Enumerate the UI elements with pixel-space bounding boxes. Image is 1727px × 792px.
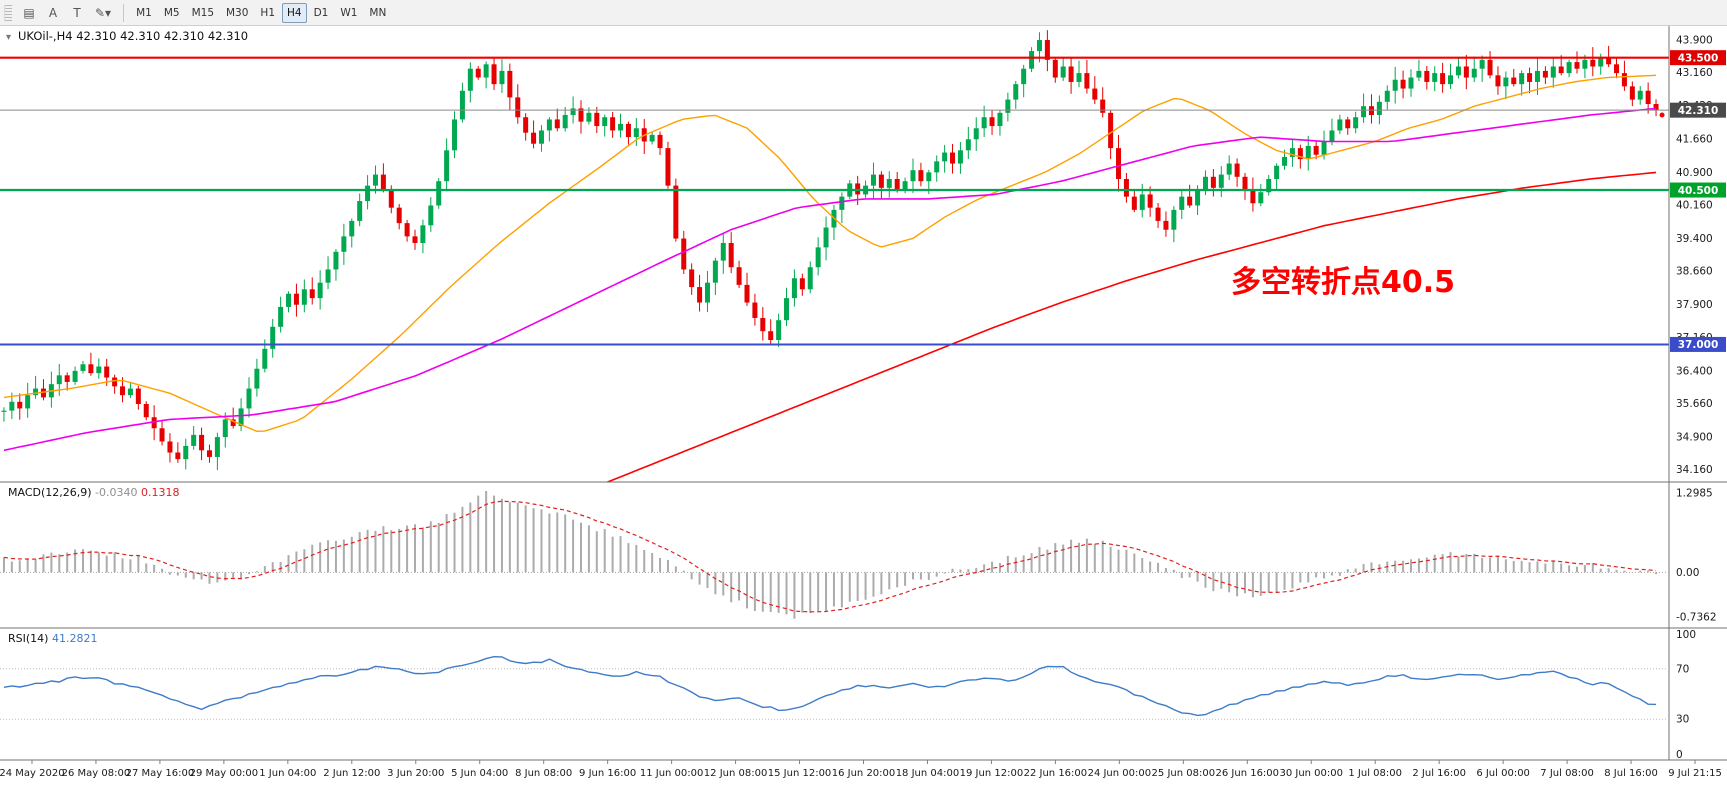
chart-list-icon[interactable]: ▤ [18, 3, 40, 23]
trade-marker-dot [1659, 112, 1665, 118]
macd-axis-label: -0.7362 [1676, 612, 1717, 624]
macd-axis-label: 1.2985 [1676, 488, 1713, 500]
price-badge-text: 37.000 [1678, 339, 1719, 351]
toolbar-separator [123, 3, 125, 22]
time-axis-label: 3 Jun 20:00 [387, 768, 444, 779]
rsi-line [3, 655, 1657, 717]
rsi-axis-label: 0 [1676, 749, 1683, 761]
price-badge-42.310 [1670, 102, 1726, 118]
price-badge-40.500 [1670, 182, 1726, 198]
timeframe-button-m30[interactable]: M30 [221, 3, 253, 23]
time-axis-label: 26 Jun 16:00 [1216, 768, 1280, 779]
symbol-dropdown-marker[interactable]: ▾ [6, 32, 11, 43]
time-axis-label: 12 Jun 08:00 [704, 768, 768, 779]
price-chart-canvas[interactable]: 43.90043.16042.42041.66040.90040.16039.4… [0, 26, 1727, 792]
time-axis-label: 9 Jul 21:15 [1668, 768, 1722, 779]
time-axis-label: 18 Jun 04:00 [896, 768, 960, 779]
time-axis-label: 7 Jul 08:00 [1540, 768, 1594, 779]
time-axis-label: 29 May 00:00 [190, 768, 259, 779]
price-badge-text: 43.500 [1678, 52, 1719, 64]
time-axis-label: 26 May 08:00 [62, 768, 131, 779]
toolbar: ▤ A T ✎▾ M1 M5 M15 M30 H1 H4 D1 W1 MN [0, 0, 1727, 26]
time-axis-label: 19 Jun 12:00 [960, 768, 1024, 779]
timeframe-button-m5[interactable]: M5 [159, 3, 185, 23]
price-badge-37.000 [1670, 336, 1726, 352]
timeframe-button-m15[interactable]: M15 [187, 3, 219, 23]
time-axis-label: 9 Jun 16:00 [579, 768, 636, 779]
time-axis-label: 24 Jun 00:00 [1088, 768, 1152, 779]
price-axis-label: 41.660 [1676, 133, 1713, 145]
timeframe-button-d1[interactable]: D1 [309, 3, 334, 23]
time-axis-label: 1 Jul 08:00 [1348, 768, 1402, 779]
time-axis-label: 16 Jun 20:00 [832, 768, 896, 779]
time-axis-label: 5 Jun 04:00 [451, 768, 508, 779]
chart-title: UKOil-,H4 42.310 42.310 42.310 42.310 [18, 29, 248, 43]
rsi-label: RSI(14) 41.2821 [8, 632, 97, 645]
timeframe-button-mn[interactable]: MN [364, 3, 391, 23]
macd-signal-line [3, 500, 1657, 613]
chart-annotation-text: 多空转折点40.5 [1231, 265, 1455, 300]
time-axis-label: 2 Jul 16:00 [1412, 768, 1466, 779]
price-axis-label: 34.900 [1676, 432, 1713, 444]
macd-label: MACD(12,26,9) -0.0340 0.1318 [8, 486, 180, 499]
timeframe-button-m1[interactable]: M1 [131, 3, 157, 23]
time-axis-label: 8 Jul 16:00 [1604, 768, 1658, 779]
rsi-axis-label: 30 [1676, 714, 1689, 726]
time-axis-label: 11 Jun 00:00 [640, 768, 704, 779]
toolbar-drag-handle[interactable] [4, 4, 12, 21]
text-tool-button[interactable]: T [66, 3, 88, 23]
price-axis-label: 40.160 [1676, 200, 1713, 212]
time-axis-label: 30 Jun 00:00 [1279, 768, 1343, 779]
rsi-axis-label: 70 [1676, 663, 1689, 675]
price-axis-label: 39.400 [1676, 233, 1713, 245]
time-axis-label: 27 May 16:00 [126, 768, 195, 779]
ma-medium-magenta [3, 107, 1657, 452]
price-axis-label: 35.660 [1676, 398, 1713, 410]
price-axis-label: 34.160 [1676, 464, 1713, 476]
time-axis-label: 1 Jun 04:00 [259, 768, 316, 779]
timeframe-button-h4[interactable]: H4 [282, 2, 307, 23]
time-axis-label: 22 Jun 16:00 [1024, 768, 1088, 779]
time-axis-label: 24 May 2020 [0, 768, 65, 779]
price-axis-label: 38.660 [1676, 266, 1713, 278]
macd-axis-label: 0.00 [1676, 567, 1699, 579]
price-axis-label: 43.900 [1676, 35, 1713, 47]
price-axis-label: 36.400 [1676, 365, 1713, 377]
timeframe-button-w1[interactable]: W1 [335, 3, 362, 23]
price-axis-label: 37.900 [1676, 299, 1713, 311]
price-axis-label: 40.900 [1676, 167, 1713, 179]
time-axis-label: 15 Jun 12:00 [768, 768, 832, 779]
chart-area[interactable]: 43.90043.16042.42041.66040.90040.16039.4… [0, 26, 1727, 792]
time-axis-label: 6 Jul 00:00 [1476, 768, 1530, 779]
price-axis-label: 43.160 [1676, 67, 1713, 79]
chart-background [0, 26, 1727, 792]
candles-layer [1, 30, 1659, 471]
timeframe-button-h1[interactable]: H1 [255, 3, 280, 23]
time-axis-label: 25 Jun 08:00 [1152, 768, 1216, 779]
ma-fast-orange [3, 74, 1657, 433]
time-axis-label: 2 Jun 12:00 [323, 768, 380, 779]
label-a-button[interactable]: A [42, 3, 64, 23]
ma-slow-red [605, 171, 1657, 482]
price-badge-text: 42.310 [1678, 105, 1719, 117]
price-badge-text: 40.500 [1678, 185, 1719, 197]
drawing-tools-dropdown[interactable]: ✎▾ [90, 3, 116, 23]
time-axis-label: 8 Jun 08:00 [515, 768, 572, 779]
price-badge-43.500 [1670, 50, 1726, 66]
rsi-axis-label: 100 [1676, 629, 1696, 641]
